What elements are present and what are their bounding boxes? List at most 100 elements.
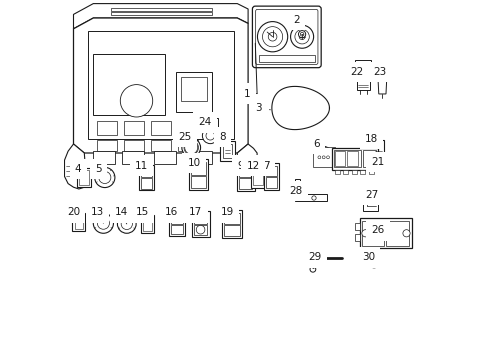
Circle shape	[117, 215, 136, 233]
Bar	[75, 216, 83, 229]
Bar	[355, 223, 359, 230]
Bar	[154, 151, 176, 164]
Bar	[139, 165, 154, 190]
Circle shape	[196, 225, 204, 234]
Circle shape	[300, 32, 303, 36]
Bar	[237, 163, 254, 191]
Circle shape	[294, 30, 309, 44]
Bar	[77, 167, 91, 187]
Bar	[176, 72, 212, 112]
Bar	[220, 141, 234, 161]
Circle shape	[97, 217, 109, 229]
Text: 26: 26	[370, 225, 384, 236]
Bar	[250, 167, 265, 188]
Bar	[93, 54, 165, 115]
Bar	[171, 225, 182, 234]
Circle shape	[268, 32, 276, 41]
Polygon shape	[64, 144, 86, 189]
Text: 16: 16	[165, 207, 178, 218]
Circle shape	[298, 31, 305, 38]
Bar	[122, 151, 143, 164]
Bar	[141, 215, 153, 233]
Bar	[266, 177, 276, 188]
Bar	[141, 178, 152, 189]
Bar	[191, 211, 209, 237]
Bar	[111, 12, 212, 15]
Text: 1: 1	[244, 89, 257, 99]
Text: 22: 22	[350, 67, 363, 78]
Bar	[191, 162, 205, 175]
Circle shape	[202, 128, 218, 144]
Bar	[343, 170, 347, 174]
FancyBboxPatch shape	[252, 6, 321, 68]
Bar	[334, 151, 345, 166]
Bar	[363, 194, 378, 211]
Circle shape	[95, 167, 115, 188]
Bar	[360, 170, 365, 174]
Bar	[72, 213, 85, 231]
Text: 21: 21	[370, 157, 384, 167]
Bar	[379, 77, 385, 80]
Polygon shape	[73, 4, 247, 29]
Circle shape	[314, 147, 332, 165]
Bar	[334, 170, 339, 174]
Circle shape	[290, 25, 313, 48]
Circle shape	[361, 230, 368, 237]
Bar	[361, 221, 384, 246]
Circle shape	[322, 156, 325, 159]
Bar	[97, 121, 117, 135]
Text: 17: 17	[189, 207, 202, 218]
Bar	[222, 210, 242, 238]
Bar	[141, 167, 152, 177]
Circle shape	[311, 196, 316, 200]
Bar	[258, 55, 314, 62]
Circle shape	[257, 22, 287, 52]
Bar	[333, 150, 360, 167]
Text: 28: 28	[289, 186, 303, 196]
Text: 29: 29	[307, 252, 321, 262]
Text: 27: 27	[365, 190, 378, 200]
Bar	[193, 225, 207, 235]
Bar	[190, 151, 212, 164]
Bar	[346, 151, 357, 166]
Bar	[224, 213, 239, 224]
Bar	[151, 140, 170, 151]
Circle shape	[402, 230, 409, 237]
Bar	[355, 234, 359, 241]
Bar	[351, 170, 356, 174]
Bar	[123, 140, 143, 151]
Circle shape	[184, 141, 197, 154]
Bar	[171, 214, 182, 224]
Text: 3: 3	[254, 103, 270, 113]
Polygon shape	[237, 144, 257, 174]
Polygon shape	[294, 179, 326, 201]
Text: 15: 15	[135, 207, 148, 218]
Bar	[355, 60, 370, 67]
Text: 6: 6	[312, 139, 321, 150]
Circle shape	[121, 218, 132, 230]
FancyBboxPatch shape	[255, 9, 317, 64]
Circle shape	[205, 131, 214, 140]
Bar	[79, 170, 89, 185]
Circle shape	[368, 258, 378, 268]
Circle shape	[99, 171, 111, 184]
Bar	[289, 184, 295, 195]
Bar	[239, 178, 252, 189]
Text: 20: 20	[67, 207, 80, 217]
Circle shape	[309, 266, 315, 272]
Bar	[178, 140, 197, 151]
Bar	[142, 217, 151, 231]
Circle shape	[371, 260, 376, 265]
Bar	[224, 225, 239, 236]
Circle shape	[182, 138, 200, 157]
Bar	[88, 31, 233, 139]
Polygon shape	[374, 141, 381, 146]
Bar	[97, 140, 117, 151]
Circle shape	[299, 34, 305, 40]
Text: 2: 2	[292, 15, 300, 27]
Circle shape	[326, 156, 329, 159]
Bar	[362, 150, 375, 167]
Text: 24: 24	[198, 117, 211, 127]
Bar	[123, 121, 143, 135]
Text: 4: 4	[75, 164, 82, 174]
